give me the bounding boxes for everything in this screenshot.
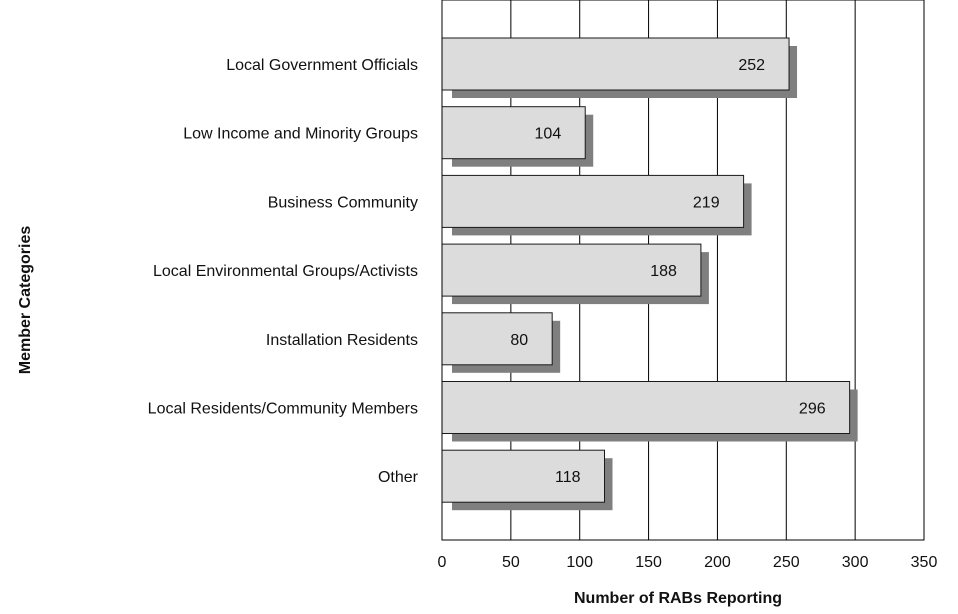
data-label-1: 252 (738, 57, 765, 74)
data-label-7: 118 (555, 469, 581, 486)
data-label-3: 219 (693, 194, 720, 211)
category-label-2: Low Income and Minority Groups (183, 126, 418, 143)
bars: 252 104 219 188 80 296 118 (441, 37, 858, 511)
category-label-6: Local Residents/Community Members (148, 401, 418, 418)
x-tick-label-350: 350 (911, 554, 938, 571)
plot-frame (441, 0, 925, 541)
x-tick-label-250: 250 (773, 554, 800, 571)
x-tick-labels: 0 50 100 150 200 250 300 350 (438, 554, 938, 571)
category-label-1: Local Government Officials (226, 57, 418, 74)
category-label-3: Business Community (268, 194, 418, 211)
x-tick-label-200: 200 (704, 554, 731, 571)
x-axis-title: Number of RABs Reporting (574, 590, 782, 607)
category-label-5: Installation Residents (266, 332, 418, 349)
category-labels: Local Government Officials Low Income and… (148, 57, 419, 486)
plot-area-border (441, 0, 925, 541)
x-tick-label-150: 150 (635, 554, 662, 571)
bar-1 (441, 37, 790, 91)
x-tick-label-0: 0 (438, 554, 447, 571)
bar-4 (441, 243, 702, 297)
data-label-2: 104 (535, 126, 562, 143)
bar-6 (441, 381, 851, 434)
data-label-5: 80 (510, 332, 528, 349)
category-label-4: Local Environmental Groups/Activists (153, 263, 418, 280)
y-axis-title: Member Categories (17, 226, 34, 375)
bar-2 (441, 106, 586, 160)
category-label-7: Other (378, 469, 419, 486)
data-label-6: 296 (799, 401, 826, 418)
x-tick-label-50: 50 (502, 554, 520, 571)
x-tick-label-300: 300 (842, 554, 869, 571)
x-tick-label-100: 100 (566, 554, 593, 571)
data-label-4: 188 (650, 263, 677, 280)
bar-5 (441, 312, 553, 366)
